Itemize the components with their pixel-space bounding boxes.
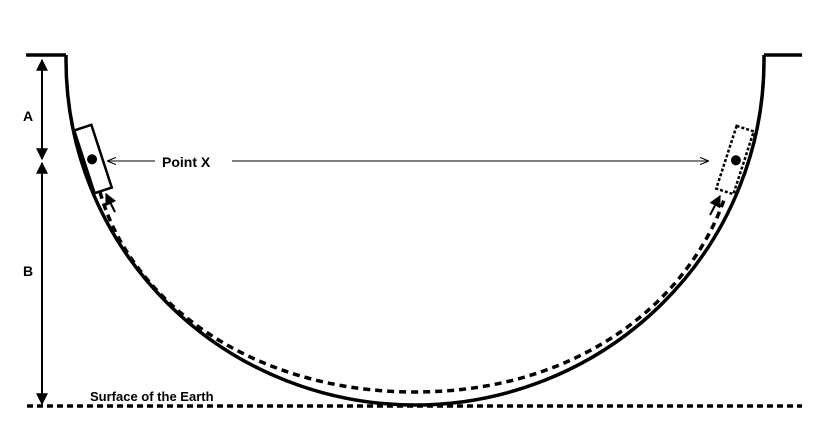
earth-surface-label: Surface of the Earth: [90, 389, 214, 404]
path-arrow-left: [105, 192, 117, 213]
block-end-center: [730, 155, 741, 166]
point-x-label: Point X: [162, 154, 211, 170]
block-start: [72, 123, 114, 195]
path-of-motion: [98, 191, 727, 394]
dimension-a-label: A: [23, 108, 33, 124]
block-start-center: [87, 154, 98, 165]
dimension-b-label: B: [23, 263, 33, 279]
path-arrow-right: [709, 194, 721, 216]
ramp-curve: [64, 55, 766, 407]
